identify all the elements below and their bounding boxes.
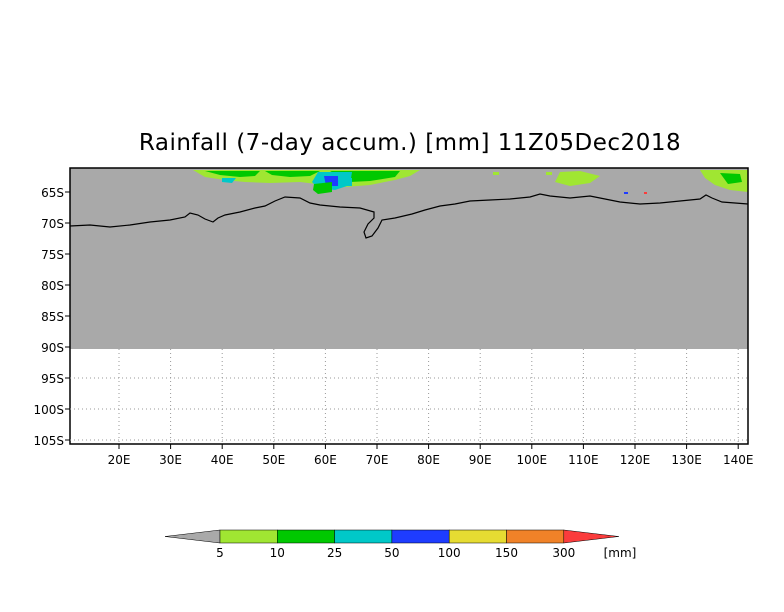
legend-swatch bbox=[219, 529, 278, 544]
lat-label: 85S bbox=[41, 310, 64, 324]
lat-label: 90S bbox=[41, 341, 64, 355]
legend-label: 150 bbox=[495, 546, 518, 560]
lat-label: 75S bbox=[41, 248, 64, 262]
legend-swatch bbox=[391, 529, 450, 544]
lon-label: 90E bbox=[469, 453, 492, 467]
rain-patches bbox=[193, 170, 748, 194]
lat-label: 70S bbox=[41, 217, 64, 231]
lat-label: 65S bbox=[41, 186, 64, 200]
plot-frame bbox=[69, 167, 749, 445]
longitude-axis: 20E 30E 40E 50E 60E 70E 80E 90E 100E 110E 120E 130E… bbox=[108, 444, 754, 467]
map-title: Rainfall (7-day accum.) [mm] 11Z05Dec201… bbox=[138, 130, 682, 156]
legend-swatch bbox=[448, 529, 507, 544]
legend-label: 100 bbox=[438, 546, 461, 560]
legend-label: 25 bbox=[327, 546, 342, 560]
legend-swatch bbox=[277, 529, 335, 544]
legend-swatch-above bbox=[563, 529, 619, 544]
legend-swatch bbox=[334, 529, 393, 544]
lon-label: 130E bbox=[671, 453, 702, 467]
color-legend: 5 10 25 50 100 150 300 [mm] bbox=[164, 529, 637, 560]
lon-label: 80E bbox=[417, 453, 440, 467]
lat-label: 100S bbox=[33, 403, 64, 417]
grid-lines bbox=[70, 349, 748, 444]
coastline bbox=[69, 193, 749, 239]
lon-label: 60E bbox=[314, 453, 337, 467]
legend-swatch bbox=[506, 529, 565, 544]
lat-label: 80S bbox=[41, 279, 64, 293]
lon-label: 140E bbox=[723, 453, 754, 467]
lon-label: 70E bbox=[366, 453, 389, 467]
legend-label: 50 bbox=[384, 546, 399, 560]
lon-label: 50E bbox=[262, 453, 285, 467]
legend-label: 10 bbox=[270, 546, 285, 560]
lon-label: 110E bbox=[568, 453, 599, 467]
no-rain-region bbox=[70, 168, 748, 349]
latitude-axis: 65S 70S 75S 80S 85S 90S 95S 100S 105S bbox=[33, 186, 70, 448]
lon-label: 40E bbox=[211, 453, 234, 467]
lat-label: 105S bbox=[33, 434, 64, 448]
lon-label: 20E bbox=[108, 453, 131, 467]
lon-label: 30E bbox=[159, 453, 182, 467]
legend-unit: [mm] bbox=[604, 546, 637, 560]
legend-label: 5 bbox=[216, 546, 224, 560]
lat-label: 95S bbox=[41, 372, 64, 386]
legend-swatch-below bbox=[164, 529, 221, 544]
lon-label: 120E bbox=[620, 453, 651, 467]
legend-label: 300 bbox=[552, 546, 575, 560]
lon-label: 100E bbox=[517, 453, 548, 467]
